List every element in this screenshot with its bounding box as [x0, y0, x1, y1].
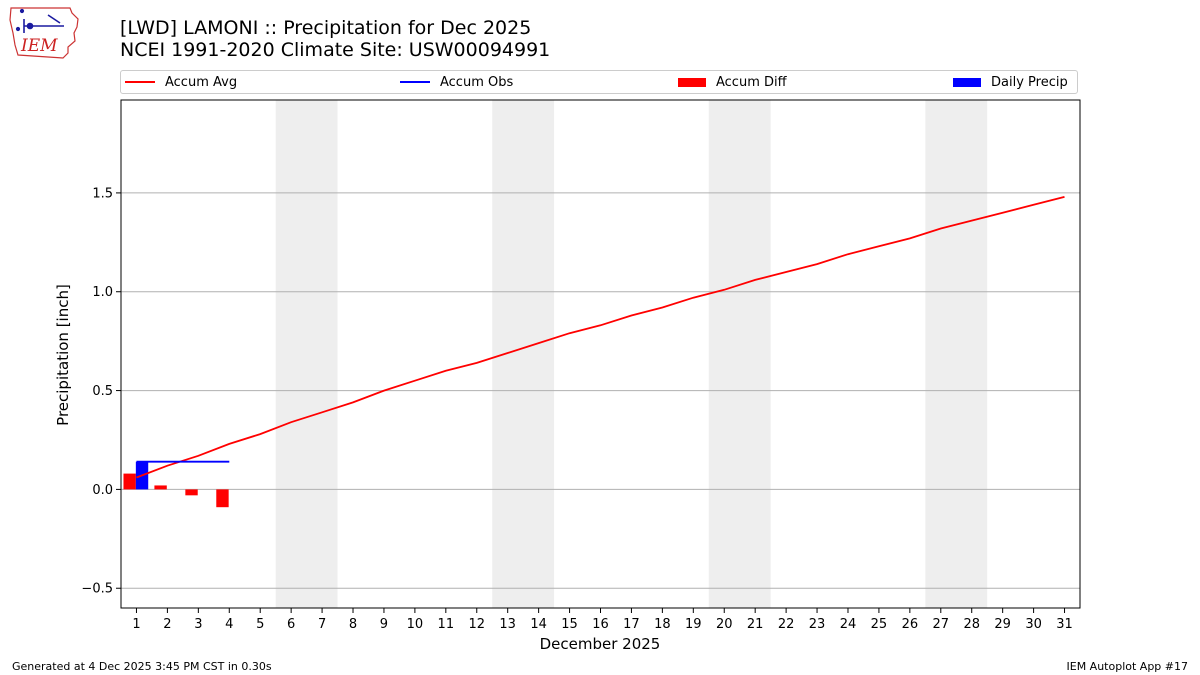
y-axis-label: Precipitation [inch]: [54, 284, 72, 426]
footer-app-id: IEM Autoplot App #17: [1066, 660, 1189, 673]
x-tick-label: 3: [194, 617, 202, 632]
accum-diff-bar: [216, 489, 229, 508]
x-axis: 1 2 3 4 5 6 7 8 9 10 11 12 13 14 15 16 17 18 19 20 21 22 23 24 2…: [132, 608, 1073, 632]
x-tick-label: 28: [963, 617, 980, 632]
accum-diff-bar: [154, 485, 167, 490]
legend-label: Daily Precip: [991, 74, 1068, 90]
x-tick-label: 31: [1056, 617, 1073, 632]
x-tick-label: 4: [225, 617, 233, 632]
accum-diff-bar: [123, 473, 136, 490]
weather-station-icon: [15, 8, 64, 33]
legend-item-accum-diff: Accum Diff: [678, 71, 787, 93]
y-tick-label: 1.5: [92, 186, 113, 201]
y-tick-label: −0.5: [81, 582, 113, 597]
y-tick-label: 0.0: [92, 483, 113, 498]
iem-logo: IEM: [9, 7, 79, 59]
legend: Accum Avg Accum Obs Accum Diff Daily Pre…: [120, 70, 1078, 94]
legend-swatch: [953, 77, 981, 87]
logo-text: IEM: [20, 36, 58, 56]
x-tick-label: 13: [499, 617, 516, 632]
legend-swatch: [678, 77, 706, 87]
x-tick-label: 24: [840, 617, 857, 632]
legend-label: Accum Avg: [165, 74, 238, 90]
x-tick-label: 14: [530, 617, 547, 632]
x-tick-label: 6: [287, 617, 295, 632]
x-tick-label: 25: [871, 617, 888, 632]
series-lines: [136, 196, 1065, 479]
x-tick-label: 18: [654, 617, 671, 632]
legend-swatch: [400, 81, 430, 83]
x-tick-label: 1: [132, 617, 140, 632]
x-tick-label: 17: [623, 617, 640, 632]
x-tick-label: 12: [468, 617, 485, 632]
x-tick-label: 5: [256, 617, 264, 632]
y-tick-label: 0.5: [92, 384, 113, 399]
x-tick-label: 21: [747, 617, 764, 632]
x-tick-label: 23: [809, 617, 826, 632]
x-tick-label: 9: [380, 617, 388, 632]
y-axis: −0.5 0.0 0.5 1.0 1.5: [81, 186, 121, 597]
x-axis-label: December 2025: [540, 635, 661, 653]
weekend-band: [925, 100, 988, 608]
legend-label: Accum Obs: [440, 74, 514, 90]
legend-item-accum-obs: Accum Obs: [400, 71, 513, 93]
grid-lines: [121, 192, 1080, 589]
y-tick-label: 1.0: [92, 285, 113, 300]
x-tick-label: 22: [778, 617, 795, 632]
x-tick-label: 2: [163, 617, 171, 632]
weekend-band: [708, 100, 771, 608]
chart-subtitle: NCEI 1991-2020 Climate Site: USW00094991: [120, 39, 551, 61]
accum-diff-bar: [185, 489, 198, 496]
x-tick-label: 30: [1025, 617, 1042, 632]
x-tick-label: 15: [561, 617, 578, 632]
x-tick-label: 19: [685, 617, 702, 632]
iowa-state-outline-icon: [9, 7, 79, 59]
legend-label: Accum Diff: [716, 74, 787, 90]
weekend-band: [275, 100, 338, 608]
x-tick-label: 10: [407, 617, 424, 632]
legend-item-accum-avg: Accum Avg: [125, 71, 237, 93]
x-tick-label: 11: [438, 617, 455, 632]
x-tick-label: 27: [933, 617, 950, 632]
weekend-shading: [275, 100, 988, 608]
x-tick-label: 8: [349, 617, 357, 632]
accum-avg-line: [136, 196, 1065, 479]
x-tick-label: 29: [994, 617, 1011, 632]
legend-item-daily-precip: Daily Precip: [953, 71, 1068, 93]
weekend-band: [492, 100, 555, 608]
x-tick-label: 26: [902, 617, 919, 632]
legend-swatch: [125, 81, 155, 83]
x-tick-label: 7: [318, 617, 326, 632]
bars: [123, 461, 229, 508]
footer-generated: Generated at 4 Dec 2025 3:45 PM CST in 0…: [12, 660, 272, 673]
x-tick-label: 16: [592, 617, 609, 632]
x-tick-label: 20: [716, 617, 733, 632]
chart-title: [LWD] LAMONI :: Precipitation for Dec 20…: [120, 17, 532, 39]
